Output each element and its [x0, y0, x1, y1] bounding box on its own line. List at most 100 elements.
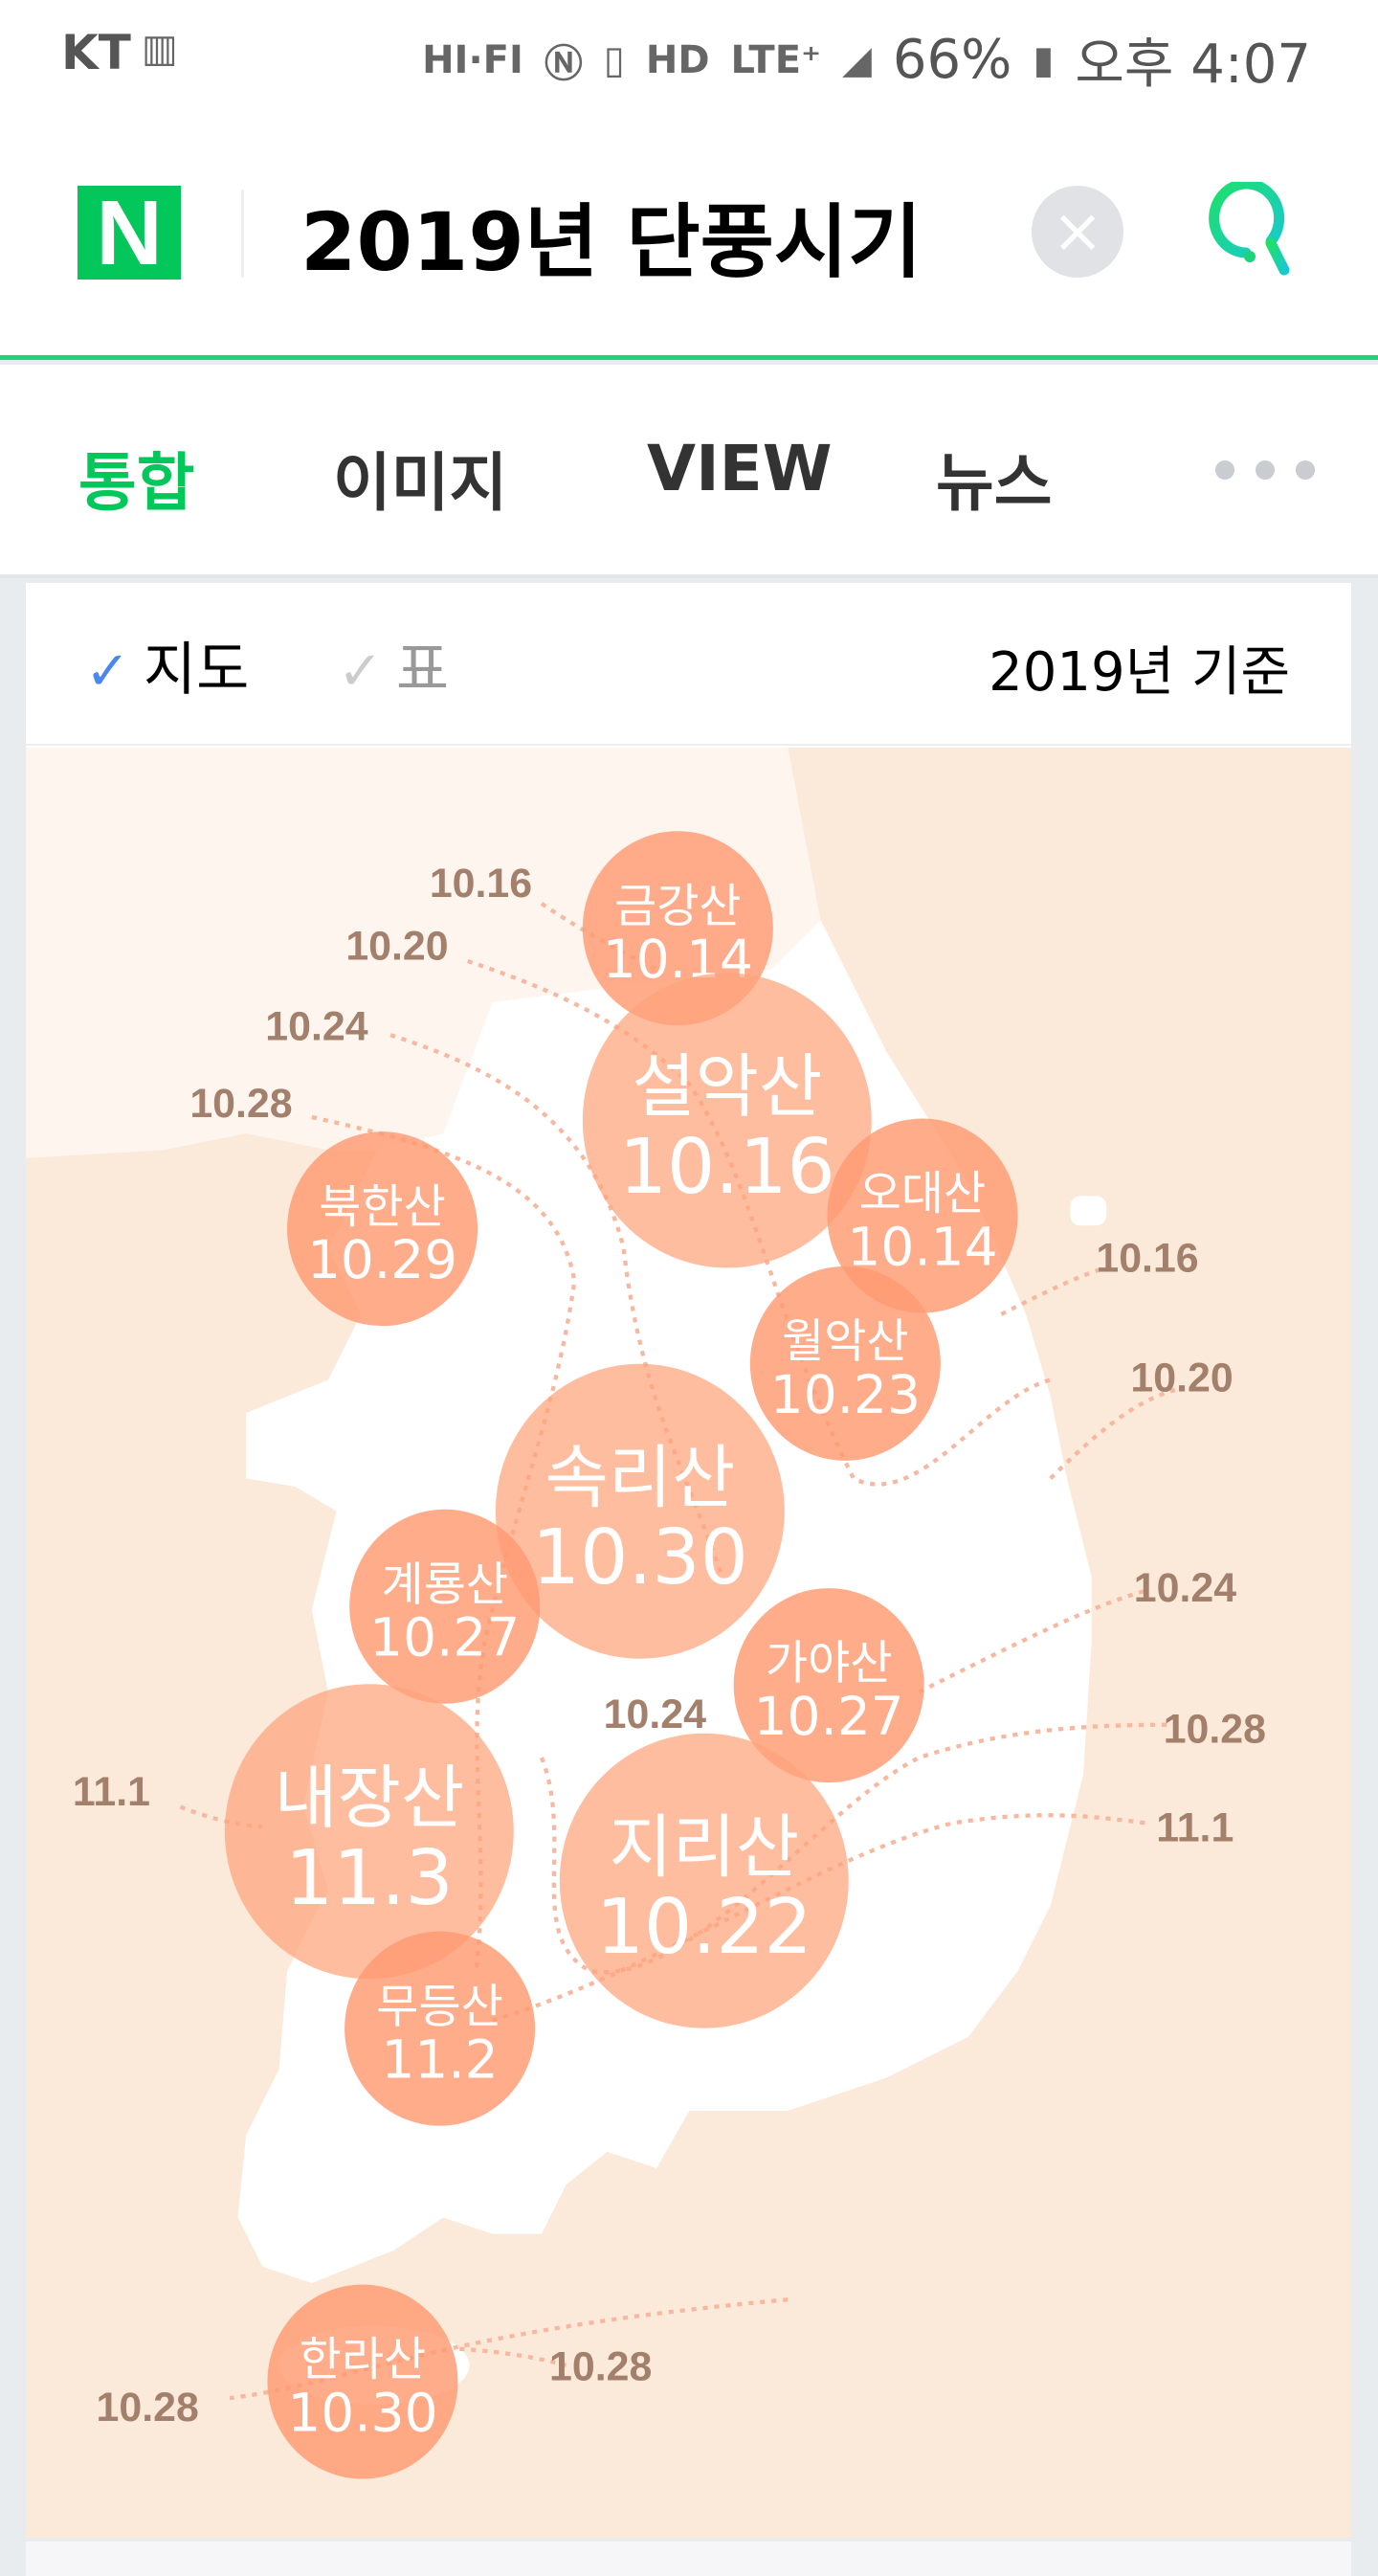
- search-query[interactable]: 2019년 단풍시기: [300, 195, 922, 289]
- mountain-circle: [344, 1931, 536, 2126]
- mountain-name: 오대산: [859, 1167, 987, 1221]
- mountain-circle: [559, 1733, 849, 2028]
- mountain-name: 내장산: [274, 1758, 464, 1838]
- mountain-circle: [582, 973, 872, 1268]
- isoline-label: 10.24: [604, 1691, 706, 1737]
- mountain-name: 금강산: [614, 880, 742, 933]
- lte-plus-icon: LTE⁺: [730, 37, 822, 82]
- isoline-label: 10.24: [1134, 1565, 1236, 1611]
- mountain-circle: [827, 1118, 1018, 1313]
- isoline-label: 10.16: [430, 861, 532, 907]
- clock: 오후 4:07: [1075, 34, 1311, 96]
- mountain-date: 11.3: [285, 1834, 454, 1922]
- mountain-date: 10.30: [287, 2382, 437, 2443]
- tab-images[interactable]: 이미지: [333, 446, 508, 520]
- mountain-circle: [267, 2284, 458, 2479]
- mountain-date: 11.2: [381, 2029, 498, 2091]
- isoline-label: 10.28: [549, 2343, 652, 2389]
- signal-icon: ◢: [842, 37, 872, 82]
- check-icon: ✓: [338, 640, 383, 703]
- isoline: [311, 1114, 577, 1972]
- nfc-icon: Ⓝ: [544, 41, 583, 86]
- mountain-circle: [495, 1363, 785, 1659]
- mountain-date: 10.23: [770, 1364, 921, 1425]
- check-icon: ✓: [85, 640, 130, 703]
- tab-all[interactable]: 통합: [78, 446, 195, 520]
- search-icon[interactable]: [1202, 182, 1290, 278]
- mountain-name: 가야산: [766, 1637, 893, 1691]
- foliage-map: 금강산 10.14 설악산 10.16 오대산 10.14 북한산 10.29 월악산 10.23…: [26, 748, 1351, 2538]
- mountain-name: 한라산: [300, 2333, 427, 2386]
- close-icon[interactable]: ×: [1032, 186, 1123, 278]
- isoline: [1000, 1263, 1117, 1316]
- filter-table[interactable]: ✓ 표: [338, 623, 449, 706]
- isoline: [1049, 1386, 1183, 1480]
- isoline-label: 11.1: [73, 1769, 150, 1815]
- tab-news[interactable]: 뉴스: [936, 446, 1053, 520]
- foliage-card: ✓ 지도 ✓ 표 2019년 기준 금강산 10.14 설악산 10.16 오대산 10.14…: [26, 583, 1351, 2538]
- mountain-circle: [749, 1266, 941, 1461]
- search-tabs: 통합 이미지 VIEW 뉴스: [0, 365, 1378, 578]
- vibrate-icon: ▯: [603, 37, 625, 82]
- isoline-label: 10.28: [97, 2385, 199, 2430]
- isoline: [459, 2346, 567, 2367]
- mountain-name: 무등산: [376, 1980, 503, 2033]
- isoline-label: 10.20: [1130, 1355, 1233, 1401]
- mountain-circle: [287, 1131, 478, 1327]
- divider: [241, 190, 244, 278]
- status-bar: KT ▥ HI·FI Ⓝ ▯ HD LTE⁺ ◢ 66% ▮ 오후 4:07: [0, 0, 1378, 115]
- isoline: [491, 1813, 1149, 2023]
- mountain-circle: [349, 1509, 541, 1704]
- mountain-date: 10.16: [619, 1123, 835, 1211]
- mountain-circle: [733, 1588, 924, 1783]
- hd-voice-icon: HD: [645, 37, 710, 82]
- search-header: N 2019년 단풍시기 ×: [0, 115, 1378, 360]
- next-section: [26, 2542, 1351, 2576]
- isoline-label: 11.1: [1156, 1805, 1234, 1851]
- more-tabs-button[interactable]: [1215, 460, 1315, 480]
- mountain-date: 10.29: [307, 1229, 457, 1290]
- basis-year: 2019년 기준: [989, 641, 1290, 704]
- isoline-label: 10.16: [1096, 1235, 1198, 1281]
- isoline-label: 10.20: [345, 923, 448, 969]
- mountain-date: 10.27: [754, 1686, 904, 1747]
- mountain-circle: [224, 1684, 514, 1980]
- mountain-name: 계룡산: [381, 1557, 508, 1611]
- mountain-name: 설악산: [632, 1046, 822, 1127]
- filter-map[interactable]: ✓ 지도: [85, 623, 249, 706]
- mountain-name: 북한산: [319, 1180, 446, 1234]
- mountain-name: 속리산: [545, 1437, 735, 1517]
- hifi-icon: HI·FI: [422, 37, 523, 82]
- carrier-label: KT: [61, 25, 131, 80]
- mountain-date: 10.30: [532, 1513, 748, 1602]
- isoline: [918, 1588, 1150, 1694]
- naver-logo[interactable]: N: [78, 186, 181, 281]
- filter-map-label: 지도: [143, 637, 250, 704]
- isoline-label: 10.28: [1164, 1707, 1266, 1753]
- ulleung-island: [1070, 1196, 1107, 1226]
- mountain-date: 10.22: [596, 1883, 812, 1971]
- mountain-name: 월악산: [782, 1314, 909, 1368]
- screen-capture-icon: ▥: [142, 27, 178, 71]
- battery-icon: ▮: [1033, 37, 1055, 82]
- tab-view[interactable]: VIEW: [647, 432, 833, 505]
- filter-table-label: 표: [395, 637, 450, 704]
- view-filter: ✓ 지도 ✓ 표 2019년 기준: [26, 583, 1351, 746]
- mountain-date: 10.27: [369, 1607, 520, 1669]
- isoline-label: 10.28: [189, 1081, 292, 1127]
- mountain-name: 지리산: [609, 1806, 799, 1887]
- isoline-label: 10.24: [265, 1003, 367, 1049]
